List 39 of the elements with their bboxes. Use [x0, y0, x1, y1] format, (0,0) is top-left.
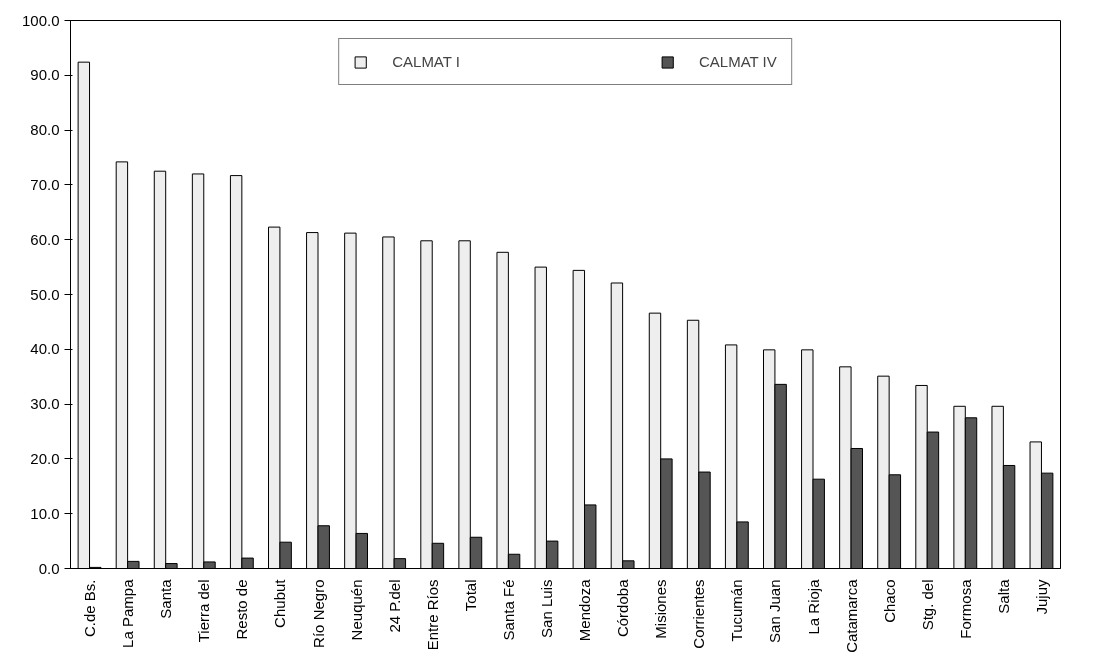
x-tick-label: Total — [461, 579, 479, 612]
y-tick-label: 60.0 — [30, 230, 60, 248]
x-tick-label: La Pampa — [119, 578, 137, 648]
x-tick-label: Resto de — [233, 579, 251, 640]
y-tick-label: 70.0 — [30, 175, 60, 193]
x-tick-label: Chaco — [880, 579, 898, 623]
x-tick-label: Tucumán — [728, 579, 746, 642]
x-tick-label: Santa Fé — [499, 579, 517, 641]
y-tick-label: 30.0 — [30, 395, 60, 413]
x-tick-label: San Luis — [537, 579, 555, 638]
y-tick-label: 100.0 — [21, 11, 60, 29]
x-tick-label: Salta — [994, 578, 1012, 614]
x-tick-label: Río Negro — [309, 579, 327, 648]
x-tick-label: San Juan — [766, 579, 784, 643]
x-tick-label: Corrientes — [690, 579, 708, 649]
x-tick-label: C.de Bs. — [81, 579, 99, 638]
y-tick-label: 90.0 — [30, 66, 60, 84]
y-tick-label: 80.0 — [30, 121, 60, 139]
x-tick-label: Mendoza — [576, 578, 594, 642]
y-tick-label: 20.0 — [30, 449, 60, 467]
x-tick-label: Misiones — [652, 579, 670, 639]
y-tick-label: 10.0 — [30, 504, 60, 522]
legend-label: CALMAT IV — [698, 53, 777, 70]
x-tick-label: La Rioja — [804, 578, 822, 635]
x-tick-label: Jujuy — [1032, 579, 1050, 615]
x-tick-label: Córdoba — [614, 578, 632, 638]
x-tick-label: 24 P.del — [385, 579, 403, 633]
x-tick-label: Entre Ríos — [423, 579, 441, 651]
x-tick-label: Catamarca — [842, 578, 860, 653]
x-tick-label: Santa — [157, 578, 175, 619]
x-tick-label: Neuquén — [347, 579, 365, 641]
y-tick-label: 50.0 — [30, 285, 60, 303]
legend-label: CALMAT I — [392, 53, 460, 70]
x-tick-label: Tierra del — [195, 579, 213, 643]
x-tick-label: Formosa — [956, 578, 974, 639]
x-tick-label: Stg. del — [918, 579, 936, 631]
x-tick-label: Chubut — [271, 578, 289, 628]
y-tick-label: 40.0 — [30, 340, 60, 358]
y-tick-label: 0.0 — [38, 559, 60, 577]
